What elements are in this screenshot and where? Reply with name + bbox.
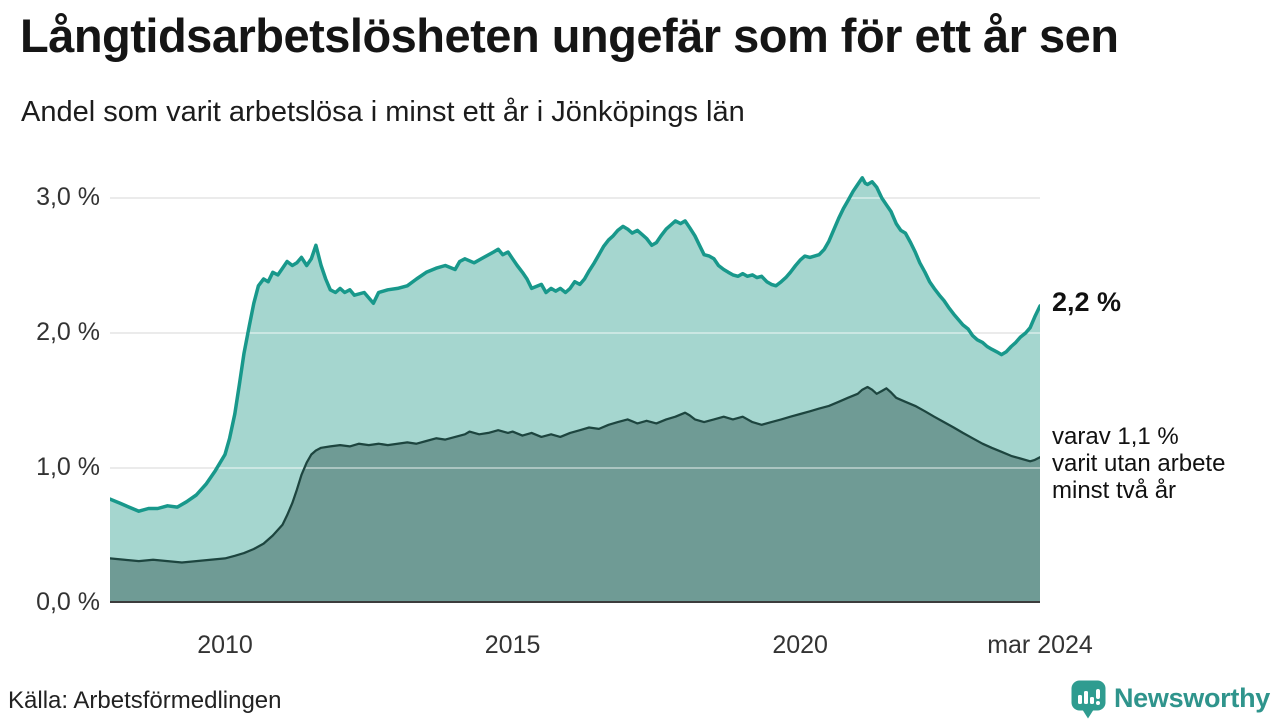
source-note: Källa: Arbetsförmedlingen [8,687,282,714]
x-axis-line [110,601,1040,603]
x-axis-tick-label: mar 2024 [987,631,1093,659]
page-title: Långtidsarbetslösheten ungefär som för e… [20,9,1119,62]
x-axis-tick-label: 2010 [197,631,253,659]
y-axis-tick-label: 2,0 % [36,318,100,346]
chart-canvas [110,176,1040,603]
x-axis-tick-label: 2015 [484,631,541,659]
series-line-two-years [110,385,1040,564]
x-axis-tick-label: 2020 [772,631,828,659]
newsworthy-logo-icon [1071,680,1106,718]
annotation-latest-total: 2,2 % [1052,287,1122,317]
y-axis-tick-label: 0,0 % [36,588,100,616]
newsworthy-logo: Newsworthy [1071,679,1270,719]
y-axis-tick-label: 1,0 % [36,453,100,481]
page-subtitle: Andel som varit arbetslösa i minst ett å… [21,96,745,128]
annotation-two-years: varav 1,1 % varit utan arbete minst två … [1052,423,1226,504]
newsworthy-wordmark: Newsworthy [1113,682,1270,713]
series-line-total [110,176,1040,513]
series-area-two-years [110,387,1040,603]
y-axis-tick-label: 3,0 % [36,183,100,211]
gridline [110,197,1040,199]
